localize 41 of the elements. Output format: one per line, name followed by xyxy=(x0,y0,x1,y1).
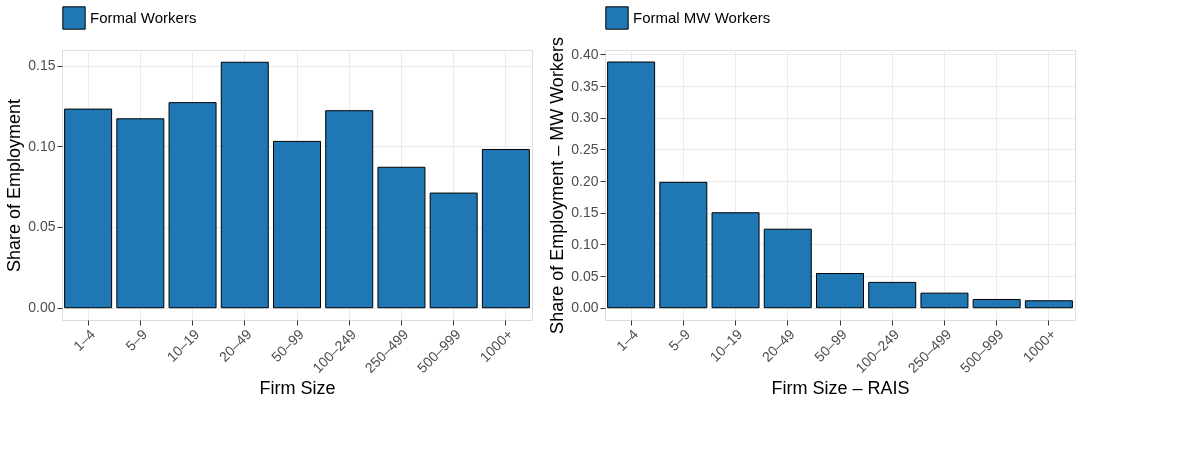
legend-label: Formal MW Workers xyxy=(633,9,771,26)
y-tick-label: 0.15 xyxy=(28,57,56,73)
y-tick-label: 0.10 xyxy=(28,137,56,154)
bar xyxy=(1024,300,1073,309)
bar xyxy=(868,281,917,309)
y-tick-label: 0.05 xyxy=(28,218,56,235)
y-tick-label: 0.35 xyxy=(571,77,599,94)
x-axis-title: Firm Size xyxy=(259,377,336,398)
bar xyxy=(273,140,321,309)
y-axis-title: Share of Employment – MW Workers xyxy=(547,37,568,334)
y-tick-label: 0.40 xyxy=(571,45,599,62)
bar xyxy=(220,61,269,309)
bar xyxy=(659,181,708,309)
x-tick-label: 5–9 xyxy=(122,325,151,354)
y-tick-label: 0.00 xyxy=(28,299,56,316)
y-tick-label: 0.30 xyxy=(571,109,599,126)
legend-label: Formal Workers xyxy=(90,9,197,26)
x-axis-title: Firm Size – RAIS xyxy=(771,377,910,398)
bar xyxy=(325,110,374,309)
bar xyxy=(429,192,478,309)
bar xyxy=(64,108,113,309)
bar xyxy=(481,148,530,309)
bar xyxy=(816,273,864,309)
bar xyxy=(168,102,217,309)
y-tick-label: 0.25 xyxy=(571,140,599,157)
bar xyxy=(607,61,656,309)
bar xyxy=(711,212,760,309)
y-tick-label: 0.20 xyxy=(571,172,599,189)
bar xyxy=(972,298,1021,309)
x-tick-label: 1–4 xyxy=(70,325,99,354)
y-tick-label: 0.00 xyxy=(571,299,599,316)
bar xyxy=(763,228,812,309)
x-tick-label: 5–9 xyxy=(665,325,694,354)
y-tick-label: 0.05 xyxy=(571,267,599,284)
y-tick-label: 0.15 xyxy=(571,204,599,221)
y-tick-label: 0.10 xyxy=(571,235,599,252)
y-axis-title: Share of Employment xyxy=(4,98,25,273)
bar xyxy=(920,292,969,309)
x-tick-label: 1–4 xyxy=(613,325,642,354)
bar xyxy=(116,118,165,309)
bar xyxy=(377,166,426,309)
